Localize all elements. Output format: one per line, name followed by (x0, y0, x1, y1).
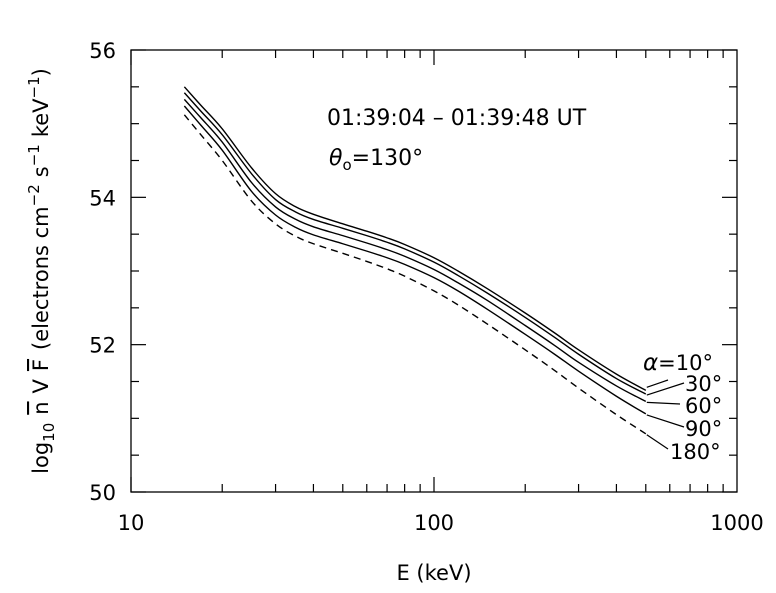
theta-subscript: o (342, 156, 351, 174)
y-label-nbar: n (29, 401, 53, 414)
alpha-symbol: α (643, 350, 658, 376)
y-label-s: s (29, 166, 53, 177)
y-label-exp-kev: −1 (25, 76, 43, 98)
y-tick-label: 56 (89, 39, 116, 63)
curve-label-leader (646, 382, 685, 396)
y-tick-label: 52 (89, 334, 116, 358)
curve-labels: α=10°30°60°90°180° (643, 350, 722, 464)
curve-series (183, 105, 647, 415)
x-tick-label: 1000 (710, 511, 763, 535)
curve-label: 180° (670, 440, 721, 464)
curve-label: α=10° (643, 350, 713, 376)
curve-label-leader (646, 401, 681, 405)
y-label-log-subscript: 10 (40, 423, 58, 442)
y-axis-label: log10nVF(electrons cm−2s−1keV−1) (25, 68, 58, 474)
curve-label-leader (646, 379, 669, 388)
curve-series (183, 92, 647, 395)
y-label-v: V (29, 378, 53, 393)
y-tick-label: 50 (89, 481, 116, 505)
annotation-time-range: 01:39:04 – 01:39:48 UT (327, 106, 587, 131)
curve-label-leader (646, 414, 685, 428)
y-tick-label: 54 (89, 186, 116, 210)
curve-series (183, 98, 647, 403)
y-label-exp-s: −1 (25, 144, 43, 166)
y-label-units-close: ) (29, 68, 53, 76)
theta-symbol: θ (329, 146, 343, 171)
curve-series (183, 86, 647, 391)
y-label-log: log (29, 442, 53, 474)
annotation-theta: θo=130° (329, 146, 423, 174)
theta-value: =130° (352, 146, 423, 171)
x-tick-label: 100 (414, 511, 454, 535)
curve-label: 90° (685, 417, 722, 441)
x-tick-label: 10 (118, 511, 145, 535)
curve-label-leader (646, 434, 669, 450)
x-tick-labels: 10 100 1000 (118, 511, 764, 535)
y-label-fbar: F (29, 359, 53, 371)
y-tick-labels: 50 52 54 56 (89, 39, 116, 505)
curve-label: 60° (685, 394, 722, 418)
x-axis-label: E (keV) (396, 561, 471, 585)
alpha-value: =10° (658, 351, 713, 375)
tick-marks (130, 49, 737, 493)
y-label-kev: keV (29, 98, 53, 137)
curves (183, 86, 647, 435)
curve-series (183, 114, 647, 435)
curve-label: 30° (685, 372, 722, 396)
y-label-exp-cm: −2 (25, 184, 43, 206)
y-label-units-open: (electrons cm (29, 206, 53, 350)
